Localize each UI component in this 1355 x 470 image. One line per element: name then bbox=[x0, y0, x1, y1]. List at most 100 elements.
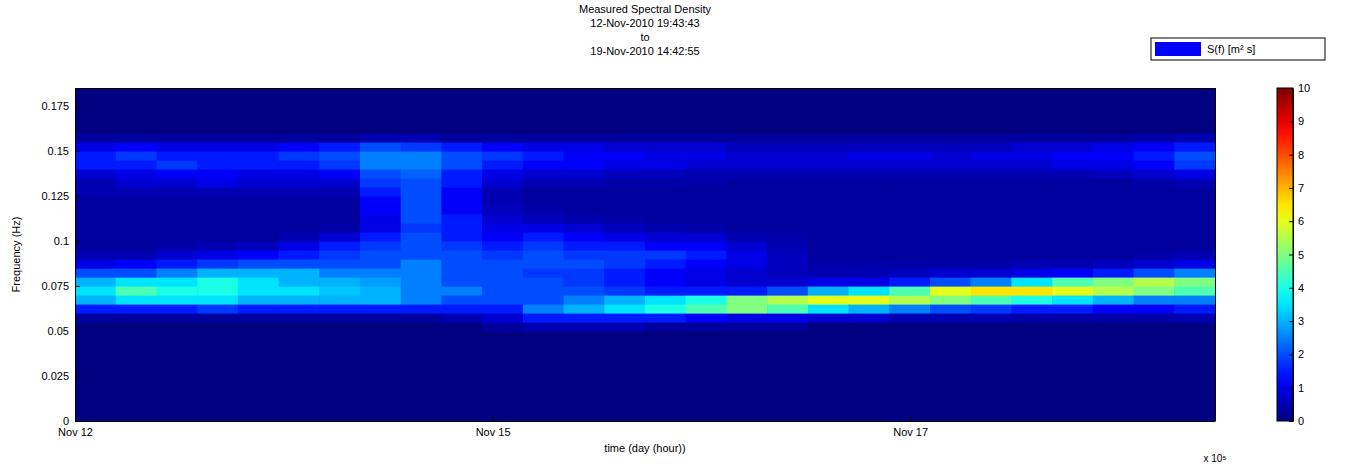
heatmap-cell bbox=[523, 250, 564, 260]
heatmap-cell bbox=[849, 250, 890, 260]
heatmap-cell bbox=[1011, 151, 1052, 161]
heatmap-cell bbox=[645, 277, 686, 287]
heatmap-cell bbox=[441, 322, 482, 332]
heatmap-cell bbox=[889, 196, 930, 206]
heatmap-cell bbox=[1011, 304, 1052, 314]
heatmap-cell bbox=[523, 187, 564, 197]
colorbar-tick: 8 bbox=[1289, 149, 1304, 161]
heatmap-cell bbox=[401, 169, 442, 179]
heatmap-cell bbox=[441, 295, 482, 305]
heatmap-cell bbox=[319, 295, 360, 305]
heatmap-cell bbox=[197, 142, 238, 152]
heatmap-cell bbox=[156, 169, 197, 179]
heatmap-cell bbox=[279, 232, 320, 242]
heatmap-cell bbox=[930, 232, 971, 242]
heatmap-cell bbox=[441, 196, 482, 206]
heatmap-cell bbox=[604, 133, 645, 143]
heatmap-cell bbox=[482, 322, 523, 332]
heatmap-cell bbox=[1052, 214, 1093, 224]
heatmap-cell bbox=[116, 259, 157, 269]
legend-box bbox=[1151, 38, 1325, 60]
heatmap-cell bbox=[808, 124, 849, 134]
heatmap-cell bbox=[441, 340, 482, 350]
heatmap-cell bbox=[1052, 196, 1093, 206]
heatmap-cell bbox=[849, 178, 890, 188]
heatmap-cell bbox=[971, 322, 1012, 332]
heatmap-cell bbox=[523, 133, 564, 143]
colorbar-tick-label: 5 bbox=[1298, 249, 1304, 261]
heatmap-cell bbox=[971, 160, 1012, 170]
heatmap-cell bbox=[686, 313, 727, 323]
heatmap-cell bbox=[156, 232, 197, 242]
heatmap-cell bbox=[401, 196, 442, 206]
heatmap-cell bbox=[930, 187, 971, 197]
heatmap-cell bbox=[767, 340, 808, 350]
heatmap-cell bbox=[767, 322, 808, 332]
y-tick-label: 0.175 bbox=[41, 100, 69, 112]
heatmap-cell bbox=[1174, 232, 1215, 242]
heatmap-cell bbox=[1093, 133, 1134, 143]
heatmap-cell bbox=[238, 187, 279, 197]
y-tick: 0 bbox=[63, 415, 80, 427]
heatmap-cell bbox=[726, 214, 767, 224]
heatmap-cell bbox=[889, 142, 930, 152]
heatmap-cell bbox=[889, 169, 930, 179]
heatmap-cell bbox=[319, 142, 360, 152]
heatmap-cell bbox=[279, 169, 320, 179]
heatmap-cell bbox=[604, 340, 645, 350]
heatmap-cell bbox=[238, 160, 279, 170]
heatmap-cell bbox=[482, 250, 523, 260]
heatmap-cell bbox=[279, 196, 320, 206]
heatmap-cell bbox=[238, 259, 279, 269]
heatmap-cell bbox=[1134, 313, 1175, 323]
heatmap-cell bbox=[75, 196, 116, 206]
heatmap-cell bbox=[238, 151, 279, 161]
plot-background bbox=[75, 88, 1215, 421]
y-tick: 0.175 bbox=[41, 100, 80, 112]
heatmap-cell bbox=[441, 214, 482, 224]
heatmap-cell bbox=[726, 313, 767, 323]
heatmap-cell bbox=[279, 250, 320, 260]
heatmap-cell bbox=[1011, 178, 1052, 188]
y-axis-line bbox=[75, 89, 76, 422]
heatmap-cell bbox=[360, 340, 401, 350]
heatmap-cell bbox=[1052, 313, 1093, 323]
heatmap-cell bbox=[523, 142, 564, 152]
heatmap-cell bbox=[1093, 214, 1134, 224]
heatmap-cell bbox=[930, 151, 971, 161]
heatmap-cell bbox=[279, 277, 320, 287]
heatmap-cell bbox=[401, 205, 442, 215]
heatmap-cell bbox=[1174, 151, 1215, 161]
colorbar-tick-mark bbox=[1289, 88, 1293, 89]
heatmap-cell bbox=[645, 322, 686, 332]
heatmap-cell bbox=[360, 259, 401, 269]
heatmap-cell bbox=[726, 250, 767, 260]
heatmap-cell bbox=[971, 277, 1012, 287]
heatmap-cell bbox=[604, 304, 645, 314]
y-tick-mark bbox=[75, 331, 80, 332]
heatmap-cell bbox=[930, 277, 971, 287]
heatmap-cell bbox=[1052, 178, 1093, 188]
heatmap-cell bbox=[279, 259, 320, 269]
heatmap-cell bbox=[523, 286, 564, 296]
heatmap-cell bbox=[279, 178, 320, 188]
heatmap-cell bbox=[726, 196, 767, 206]
heatmap-cell bbox=[116, 295, 157, 305]
heatmap-cell bbox=[1093, 196, 1134, 206]
heatmap-cell bbox=[1174, 160, 1215, 170]
heatmap-cell bbox=[197, 169, 238, 179]
y-tick: 0.075 bbox=[41, 280, 80, 292]
heatmap-cell bbox=[1134, 196, 1175, 206]
heatmap-cell bbox=[767, 331, 808, 341]
heatmap-cell bbox=[1134, 187, 1175, 197]
heatmap-cell bbox=[1093, 187, 1134, 197]
heatmap-cell bbox=[1174, 331, 1215, 341]
heatmap-cell bbox=[564, 241, 605, 251]
heatmap-cell bbox=[238, 133, 279, 143]
heatmap-cell bbox=[116, 313, 157, 323]
heatmap-cell bbox=[116, 250, 157, 260]
heatmap-cell bbox=[849, 124, 890, 134]
heatmap-cell bbox=[1174, 133, 1215, 143]
heatmap-cell bbox=[1011, 331, 1052, 341]
heatmap-cell bbox=[604, 277, 645, 287]
